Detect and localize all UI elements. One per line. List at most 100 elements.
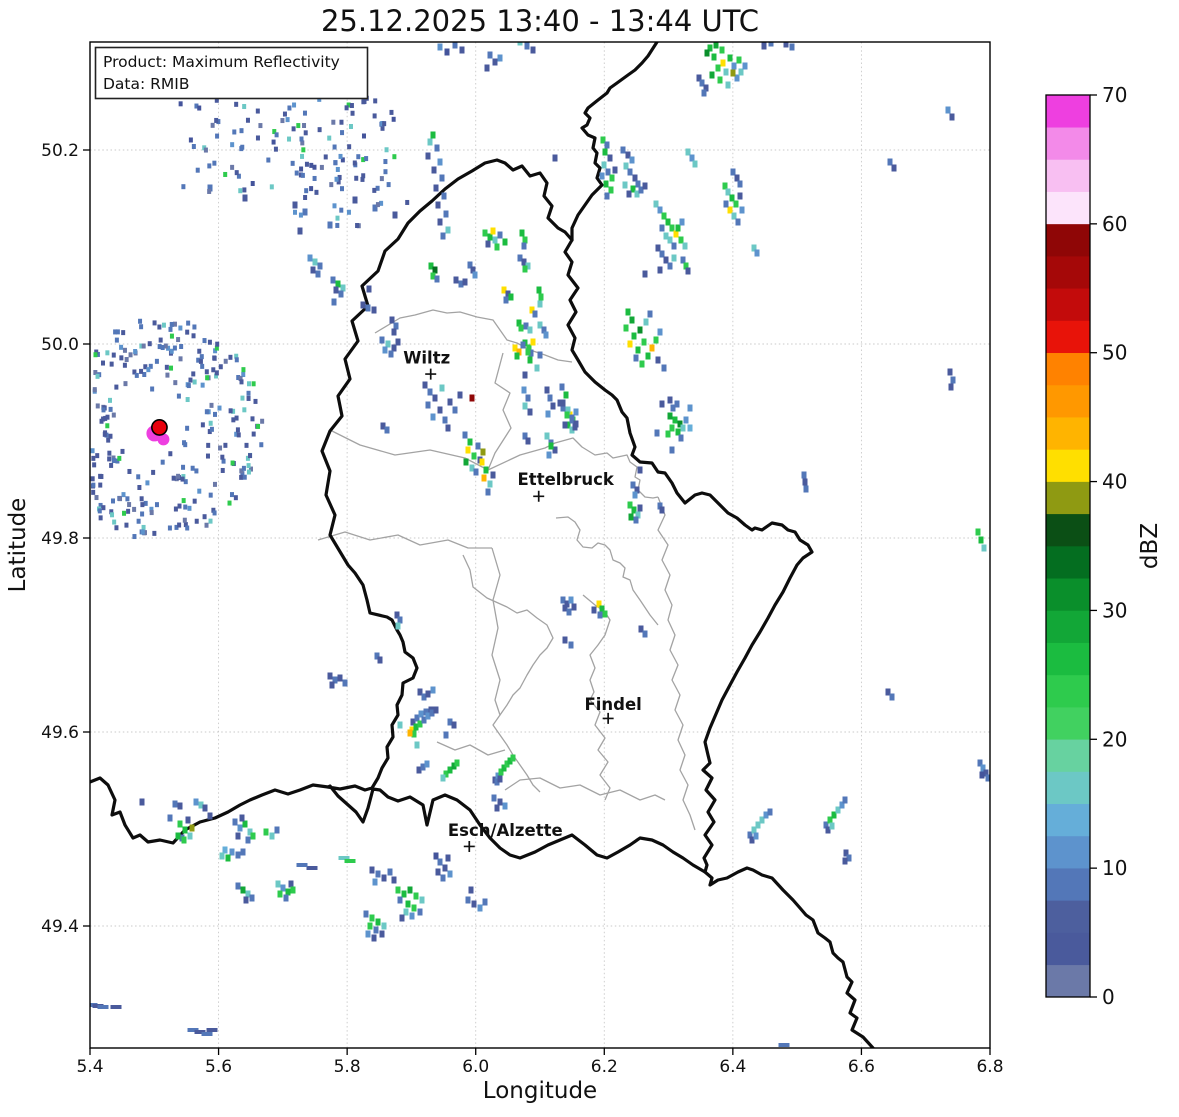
speckle-pixel — [140, 529, 145, 535]
colorbar-tick-label: 30 — [1102, 598, 1127, 622]
echo-pixel — [250, 832, 256, 840]
echo-pixel — [445, 424, 451, 432]
echo-pixel — [548, 442, 554, 450]
echo-pixel — [494, 778, 500, 786]
speckle-pixel — [242, 407, 247, 413]
echo-pixel — [437, 158, 443, 166]
speckle-pixel — [212, 481, 217, 487]
echo-pixel — [522, 371, 528, 379]
echo-pixel — [783, 42, 789, 48]
speckle-pixel — [392, 154, 397, 160]
echo-pixel — [332, 676, 338, 684]
speckle-pixel — [327, 135, 332, 141]
echo-pixel — [363, 910, 369, 918]
echo-pixel — [843, 849, 849, 857]
echo-pixel — [409, 912, 415, 920]
echo-pixel — [649, 344, 655, 352]
speckle-pixel — [344, 105, 349, 111]
speckle-pixel — [114, 525, 119, 531]
speckle-pixel — [292, 102, 297, 108]
echo-pixel — [628, 513, 634, 521]
echo-pixel — [778, 1043, 790, 1047]
country-border-path — [703, 866, 875, 1048]
echo-pixel — [534, 364, 540, 372]
echo-pixel — [545, 410, 551, 418]
colorbar-tick-label: 60 — [1102, 212, 1127, 236]
product-info-box: Product: Maximum Reflectivity Data: RMIB — [94, 46, 369, 100]
echo-pixel — [443, 731, 449, 739]
echo-pixel — [487, 233, 493, 241]
city-cross-marker — [602, 712, 614, 724]
echo-pixel — [229, 848, 235, 856]
speckle-pixel — [205, 453, 210, 459]
colorbar-segment — [1046, 255, 1090, 289]
speckle-pixel — [169, 348, 174, 354]
speckle-pixel — [141, 524, 146, 530]
echo-pixel — [634, 486, 640, 494]
speckle-pixel — [234, 170, 239, 176]
echo-pixel — [471, 452, 477, 460]
speckle-pixel — [273, 146, 278, 152]
canton-border-path — [657, 496, 696, 831]
echo-pixel — [629, 316, 635, 324]
speckle-pixel — [154, 358, 159, 364]
echo-pixel — [447, 718, 453, 726]
speckle-pixel — [280, 118, 285, 124]
speckle-pixel — [230, 164, 235, 170]
speckle-pixel — [215, 133, 220, 139]
echo-pixel — [473, 468, 479, 476]
speckle-pixel — [230, 142, 235, 148]
echo-pixel — [675, 224, 681, 232]
echo-pixel — [366, 285, 372, 293]
echo-pixel — [207, 184, 213, 192]
echo-pixel — [414, 741, 420, 749]
echo-pixel — [97, 1005, 109, 1009]
canton-border-path — [462, 554, 554, 716]
radar-site-marker — [146, 419, 170, 446]
echo-pixel — [704, 49, 710, 57]
speckle-pixel — [304, 161, 309, 167]
echo-pixel — [463, 458, 469, 466]
speckle-pixel — [238, 376, 243, 382]
echo-pixel — [222, 846, 228, 854]
speckle-pixel — [142, 530, 147, 536]
echo-pixel — [518, 324, 524, 332]
speckle-pixel — [154, 502, 159, 508]
canton-border-path — [487, 352, 512, 471]
echo-pixel — [429, 709, 435, 717]
speckle-pixel — [92, 462, 97, 468]
echo-pixel — [521, 386, 527, 394]
echo-pixel — [338, 290, 344, 298]
echo-pixel — [414, 714, 420, 722]
speckle-pixel — [372, 187, 377, 193]
echo-pixel — [713, 42, 719, 49]
echo-pixel — [331, 298, 337, 306]
speckle-pixel — [197, 348, 202, 354]
x-axis-label: Longitude — [483, 1078, 597, 1104]
colorbar-segment — [1046, 706, 1090, 740]
echo-pixel — [435, 201, 441, 209]
speckle-pixel — [202, 514, 207, 520]
y-tick-label: 49.8 — [41, 529, 79, 549]
speckle-pixel — [195, 167, 200, 173]
echo-pixel — [753, 832, 759, 840]
colorbar-segment — [1046, 932, 1090, 966]
echo-pixel — [747, 831, 753, 839]
echo-pixel — [465, 446, 471, 454]
speckle-pixel — [347, 144, 352, 150]
echo-pixel — [638, 625, 644, 633]
echo-pixel — [680, 256, 686, 264]
speckle-pixel — [94, 495, 99, 501]
echo-pixel — [407, 886, 413, 894]
echo-pixel — [432, 266, 438, 274]
speckle-pixel — [102, 431, 107, 437]
echo-pixel — [738, 68, 744, 76]
speckle-pixel — [122, 347, 127, 353]
echo-pixel — [829, 822, 835, 830]
speckle-pixel — [168, 451, 173, 457]
echo-pixel — [659, 224, 665, 232]
echo-pixel — [352, 196, 358, 204]
echo-pixel — [802, 478, 808, 486]
echo-pixel — [447, 870, 453, 878]
echo-pixel — [413, 892, 419, 900]
